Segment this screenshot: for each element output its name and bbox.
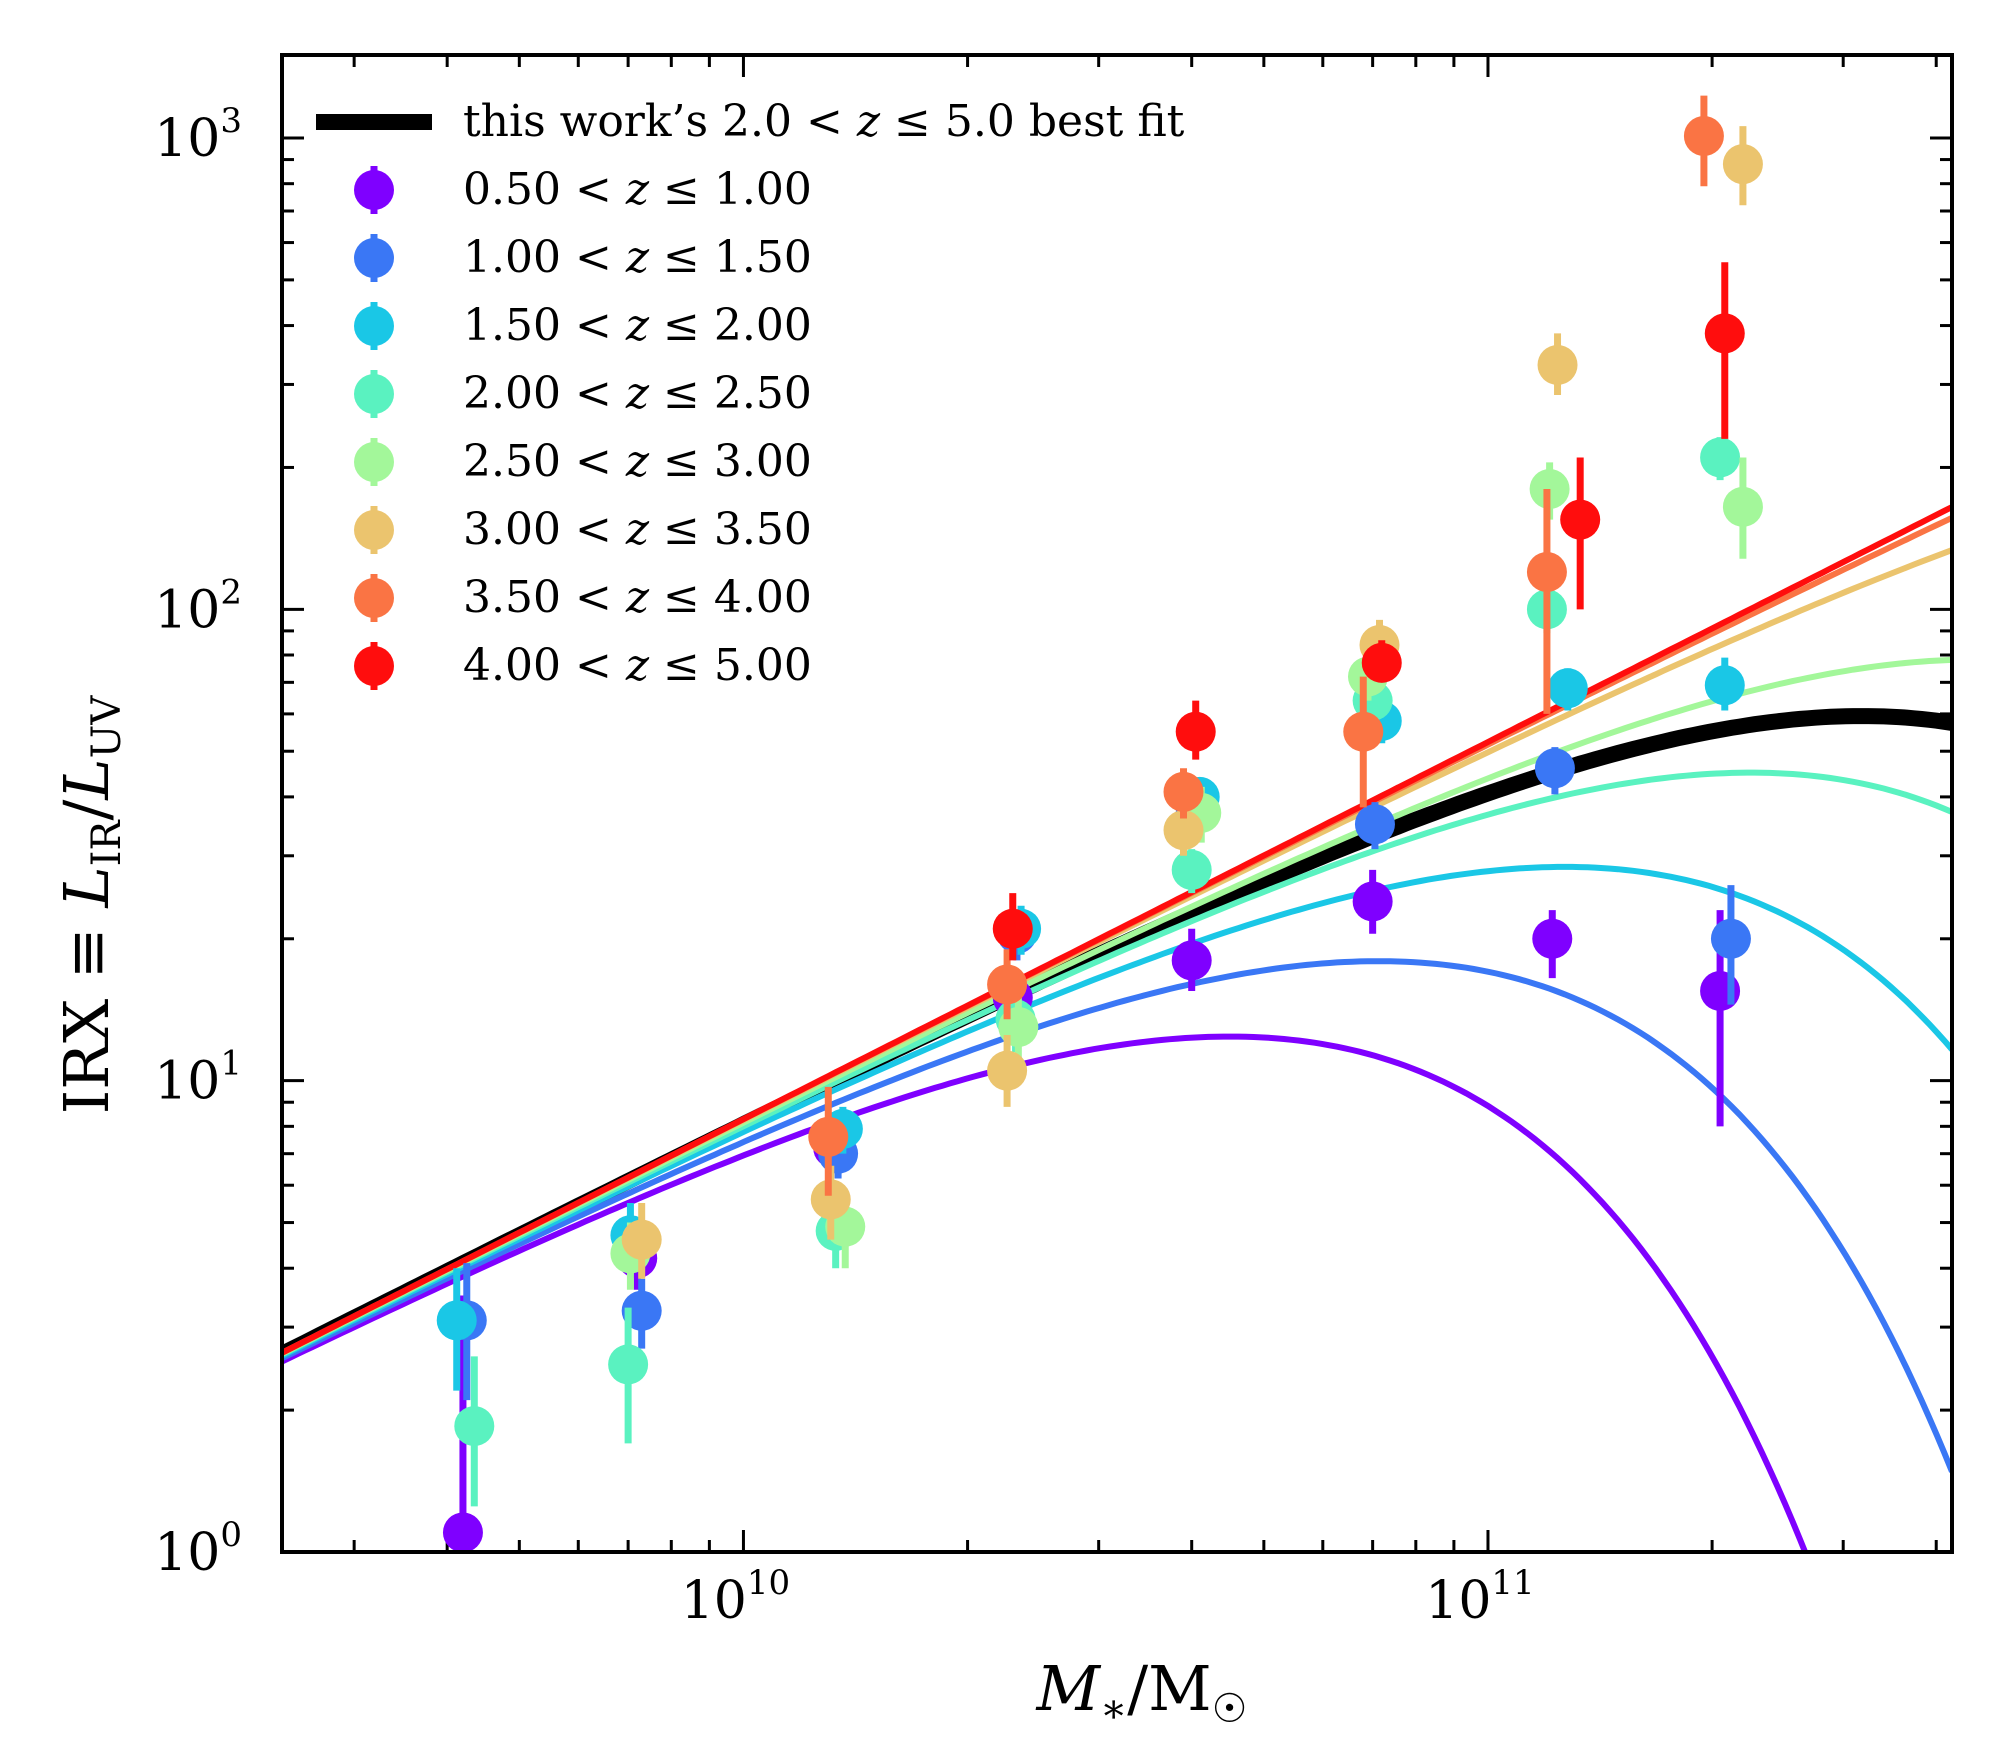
- data-point: [454, 1406, 495, 1447]
- data-point: [1361, 642, 1402, 683]
- x-tick-label: 1011: [1425, 1563, 1534, 1631]
- data-point: [1352, 881, 1393, 922]
- data-point: [1700, 437, 1741, 478]
- data-point: [1354, 804, 1395, 845]
- data-point: [1560, 499, 1601, 540]
- data-point: [1722, 144, 1763, 185]
- data-point: [987, 964, 1028, 1005]
- svg-text:M∗/M☉: M∗/M☉: [1036, 1652, 1248, 1732]
- data-point: [1163, 810, 1204, 851]
- legend-label: 3.50 < z ≤ 4.00: [463, 572, 812, 623]
- data-point: [1163, 771, 1204, 812]
- y-tick-label: 102: [154, 572, 242, 640]
- data-point: [1537, 344, 1578, 385]
- data-point: [1722, 486, 1763, 527]
- y-tick-label: 103: [154, 101, 242, 169]
- series-curve: [282, 1033, 1809, 1552]
- data-point: [1710, 918, 1751, 959]
- legend-label: 0.50 < z ≤ 1.00: [463, 164, 812, 215]
- data-point: [1175, 711, 1216, 752]
- x-axis-label: M∗/M☉: [1036, 1652, 1248, 1732]
- data-point: [1534, 748, 1575, 789]
- legend-best-fit-label: this work’s 2.0 < z ≤ 5.0 best fit: [463, 96, 1185, 147]
- series-curve: [282, 656, 1952, 1357]
- y-tick-label: 101: [154, 1044, 242, 1112]
- legend-marker: [354, 510, 394, 550]
- data-point: [1343, 711, 1384, 752]
- legend-marker: [354, 442, 394, 482]
- data-point: [808, 1116, 849, 1157]
- x-label-var: M: [1036, 1652, 1102, 1725]
- data-point: [987, 1050, 1028, 1091]
- legend-label: 2.00 < z ≤ 2.50: [463, 368, 812, 419]
- data-point: [1532, 918, 1573, 959]
- svg-text:IRX ≡ LIR/LUV: IRX ≡ LIR/LUV: [50, 695, 130, 1115]
- series-curve: [282, 769, 1952, 1358]
- data-point: [621, 1219, 662, 1260]
- data-point: [992, 908, 1033, 949]
- data-point: [1171, 940, 1212, 981]
- legend-label: 2.50 < z ≤ 3.00: [463, 436, 812, 487]
- y-axis-label: IRX ≡ LIR/LUV: [50, 695, 130, 1115]
- legend-marker: [354, 238, 394, 278]
- data-point: [1547, 668, 1588, 709]
- data-point: [442, 1512, 483, 1552]
- data-point: [810, 1179, 851, 1220]
- axis-ticks: 1010 1011 100 101 102 103: [154, 55, 1952, 1631]
- x-tick-label: 1010: [681, 1563, 790, 1631]
- legend-marker: [354, 170, 394, 210]
- data-point: [1704, 313, 1745, 354]
- series-curve: [282, 958, 1952, 1473]
- plot-frame: [280, 53, 1954, 1554]
- legend-label: 1.50 < z ≤ 2.00: [463, 300, 812, 351]
- legend: this work’s 2.0 < z ≤ 5.0 best fit 0.50 <…: [316, 96, 1185, 691]
- legend-marker: [354, 374, 394, 414]
- model-curves: [282, 504, 1952, 1552]
- legend-marker: [354, 306, 394, 346]
- legend-label: 4.00 < z ≤ 5.00: [463, 640, 812, 691]
- data-point: [1171, 849, 1212, 890]
- legend-label: 1.00 < z ≤ 1.50: [463, 232, 812, 283]
- data-point: [436, 1300, 477, 1341]
- best-fit-curve: [282, 708, 1952, 1362]
- series-curve: [282, 504, 1952, 1356]
- legend-marker: [354, 578, 394, 618]
- data-point: [1683, 115, 1724, 156]
- data-point: [1704, 665, 1745, 706]
- legend-marker: [354, 646, 394, 686]
- y-tick-label: 100: [154, 1515, 242, 1583]
- data-point: [1526, 552, 1567, 593]
- data-point: [608, 1344, 649, 1385]
- data-point: [621, 1290, 662, 1331]
- data-points: [436, 95, 1763, 1552]
- legend-label: 3.00 < z ≤ 3.50: [463, 504, 812, 555]
